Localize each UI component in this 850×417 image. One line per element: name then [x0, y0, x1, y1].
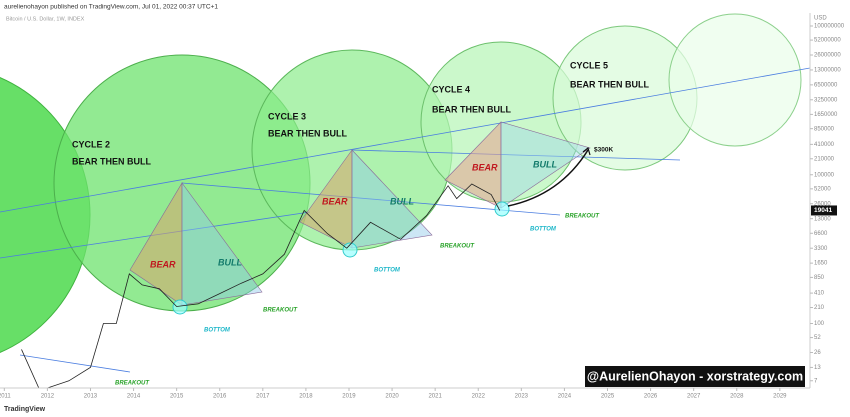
- annotation: BEAR: [472, 162, 498, 172]
- trend-line: [351, 149, 681, 161]
- x-tick-label: 2029: [773, 394, 787, 400]
- x-tick-label: 2022: [472, 394, 486, 400]
- x-tick-label: 2020: [385, 394, 399, 400]
- annotation: CYCLE 5: [570, 60, 608, 70]
- x-tick-label: 2023: [515, 394, 529, 400]
- y-tick-label: 410000: [814, 142, 835, 148]
- last-price: 19041: [814, 207, 832, 214]
- annotation: BEAR THEN BULL: [570, 79, 649, 89]
- y-tick-label: 52: [814, 335, 821, 341]
- annotation: $300K: [594, 147, 613, 154]
- y-tick-label: 26000: [814, 201, 831, 207]
- y-tick-label: 26: [814, 350, 821, 356]
- y-tick-label: 52000: [814, 186, 831, 192]
- last-price-box: [811, 205, 837, 216]
- x-tick-label: 2027: [687, 394, 701, 400]
- bottom-marker: [172, 299, 188, 315]
- x-tick-label: 2019: [342, 394, 356, 400]
- projection-arrow: [507, 149, 589, 207]
- header: aurelienohayon published on TradingView.…: [4, 4, 218, 11]
- x-tick-label: 2015: [170, 394, 184, 400]
- y-tick-label: 210: [814, 305, 825, 311]
- chart-title: Bitcoin / U.S. Dollar, 1W, INDEX: [6, 16, 85, 22]
- bottom-marker: [494, 201, 510, 217]
- x-tick-label: 2025: [601, 394, 615, 400]
- y-tick-label: 6500000: [814, 82, 838, 88]
- annotation: BREAKOUT: [565, 214, 600, 220]
- y-tick-label: 3250000: [814, 97, 838, 103]
- y-tick-label: 850: [814, 275, 825, 281]
- y-tick-label: 100000000: [814, 24, 845, 30]
- bull-zone: [181, 182, 263, 306]
- y-axis-label: USD: [814, 16, 827, 22]
- annotation: BEAR: [150, 259, 176, 269]
- annotation: BEAR THEN BULL: [72, 156, 151, 166]
- trend-line: [19, 354, 131, 373]
- cycle-circle: [668, 13, 802, 147]
- brand: TradingView: [4, 406, 46, 413]
- annotation: BULL: [218, 257, 242, 267]
- x-tick-label: 2026: [644, 394, 658, 400]
- y-tick-label: 850000: [814, 126, 835, 132]
- x-tick-label: 2024: [558, 394, 572, 400]
- projection-arrowhead: [582, 146, 591, 156]
- annotation: CYCLE 4: [432, 84, 470, 94]
- annotation: BREAKOUT: [263, 308, 298, 314]
- annotation: CYCLE 2: [72, 139, 110, 149]
- y-tick-label: 100: [814, 321, 825, 327]
- x-tick-label: 2028: [730, 394, 744, 400]
- y-tick-label: 3300: [814, 246, 828, 252]
- x-tick-label: 2012: [41, 394, 55, 400]
- bull-zone: [500, 121, 591, 209]
- annotation: BEAR: [322, 196, 348, 206]
- annotation: CYCLE 3: [268, 111, 306, 121]
- annotation: BEAR THEN BULL: [432, 104, 511, 114]
- y-tick-label: 410: [814, 291, 825, 297]
- y-tick-label: 7: [814, 378, 818, 384]
- annotation: BEAR THEN BULL: [268, 128, 347, 138]
- bottom-marker: [342, 242, 358, 258]
- y-tick-label: 52000000: [814, 38, 841, 44]
- x-tick-label: 2011: [0, 394, 11, 400]
- annotation: BOTTOM: [374, 268, 401, 274]
- x-tick-label: 2018: [299, 394, 313, 400]
- price-line: [21, 183, 501, 388]
- y-tick-label: 1650000: [814, 112, 838, 118]
- annotation: BREAKOUT: [440, 244, 475, 250]
- y-tick-label: 6600: [814, 231, 828, 237]
- y-tick-label: 13000: [814, 216, 831, 222]
- x-tick-label: 2014: [127, 394, 141, 400]
- x-tick-label: 2016: [213, 394, 227, 400]
- watermark-box: [585, 366, 805, 387]
- annotation: BULL: [390, 196, 414, 206]
- y-tick-label: 100000: [814, 172, 835, 178]
- watermark: @AurelienOhayon - xorstrategy.com: [587, 369, 803, 383]
- annotation: BOTTOM: [204, 328, 231, 334]
- y-tick-label: 1650: [814, 261, 828, 267]
- trend-line: [0, 67, 810, 213]
- x-tick-label: 2013: [84, 394, 98, 400]
- y-tick-label: 210000: [814, 156, 835, 162]
- annotation: BOTTOM: [530, 227, 557, 233]
- annotation: BULL: [533, 159, 557, 169]
- x-tick-label: 2021: [428, 394, 442, 400]
- y-tick-label: 26000000: [814, 53, 841, 59]
- y-tick-label: 13: [814, 365, 821, 371]
- y-tick-label: 13000000: [814, 68, 841, 74]
- x-tick-label: 2017: [256, 394, 270, 400]
- annotation: BREAKOUT: [115, 381, 150, 387]
- annotation-layer: [0, 13, 810, 388]
